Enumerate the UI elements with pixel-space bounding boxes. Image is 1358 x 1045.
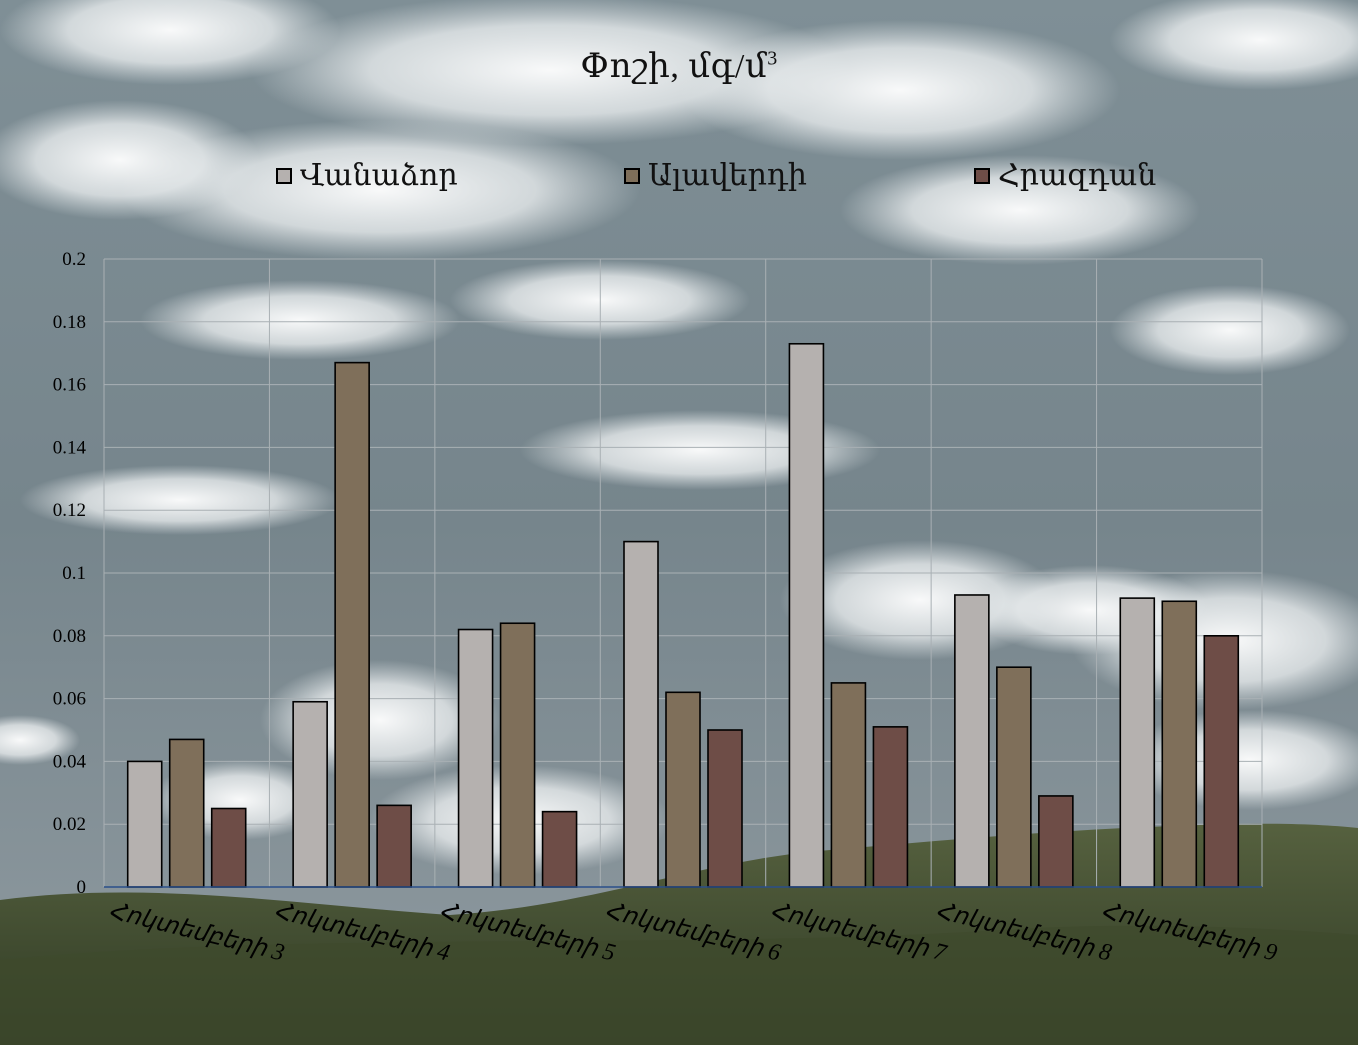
legend-item-alaverdi: Ալավերդի (624, 158, 807, 193)
y-tick-label: 0.12 (53, 500, 86, 521)
bar-3-3 (541, 810, 578, 888)
x-tick-label: Հոկտեմբերի 3 (106, 898, 287, 967)
bar-1-4 (623, 540, 659, 888)
y-tick-label: 0.08 (53, 626, 86, 647)
y-tick-label: 0.02 (53, 814, 86, 835)
bar-2-7 (1161, 600, 1198, 888)
y-tick-label: 0.2 (62, 249, 86, 270)
y-tick-label: 0.1 (62, 563, 86, 584)
bar-3-5 (872, 726, 909, 888)
legend-item-hrazdan: Հրազդան (974, 158, 1156, 193)
bar-2-5 (830, 682, 867, 888)
bar-1-2 (292, 700, 328, 888)
y-tick-label: 0.04 (53, 751, 87, 772)
x-tick-label: Հոկտեմբերի 8 (933, 898, 1114, 967)
y-tick-label: 0.06 (53, 689, 86, 710)
bar-1-3 (457, 628, 494, 888)
clouds (0, 0, 1358, 875)
bar-1-7 (1119, 597, 1156, 888)
legend-label-vanadzor: Վանաձոր (300, 159, 458, 192)
bar-2-6 (996, 666, 1032, 888)
legend-swatch-hrazdan (974, 167, 990, 184)
y-tick-label: 0.16 (53, 375, 86, 396)
bar-3-6 (1038, 795, 1074, 888)
x-tick-label: Հոկտեմբերի 5 (437, 898, 618, 967)
legend-label-alaverdi: Ալավերդի (648, 159, 807, 192)
y-tick-label: 0 (77, 877, 87, 898)
bar-1-1 (126, 760, 163, 888)
legend-swatch-alaverdi (624, 167, 640, 184)
bar-2-2 (334, 361, 370, 888)
y-tick-label: 0.18 (53, 312, 86, 333)
bar-3-7 (1203, 634, 1240, 888)
legend-swatch-vanadzor (276, 167, 292, 184)
bar-1-6 (954, 594, 990, 888)
bar-3-2 (376, 804, 412, 888)
bar-3-4 (707, 729, 743, 888)
bar-3-1 (210, 807, 247, 888)
x-tick-label: Հոկտեմբերի 9 (1098, 898, 1279, 967)
legend-item-vanadzor: Վանաձոր (276, 158, 458, 193)
x-tick-label: Հոկտեմբերի 4 (271, 898, 452, 967)
bar-2-1 (168, 738, 205, 888)
bar-1-5 (788, 342, 825, 888)
x-tick-label: Հոկտեմբերի 6 (602, 898, 783, 967)
bar-2-3 (499, 622, 536, 888)
bar-2-4 (665, 691, 701, 888)
y-tick-label: 0.14 (53, 437, 87, 458)
chart-title: Փոշի, մգ/մ3 (580, 47, 778, 85)
x-tick-label: Հոկտեմբերի 7 (768, 898, 950, 967)
legend-label-hrazdan: Հրազդան (998, 159, 1157, 192)
